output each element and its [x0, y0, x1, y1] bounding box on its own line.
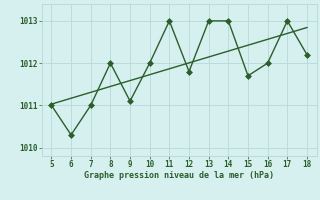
X-axis label: Graphe pression niveau de la mer (hPa): Graphe pression niveau de la mer (hPa) — [84, 171, 274, 180]
